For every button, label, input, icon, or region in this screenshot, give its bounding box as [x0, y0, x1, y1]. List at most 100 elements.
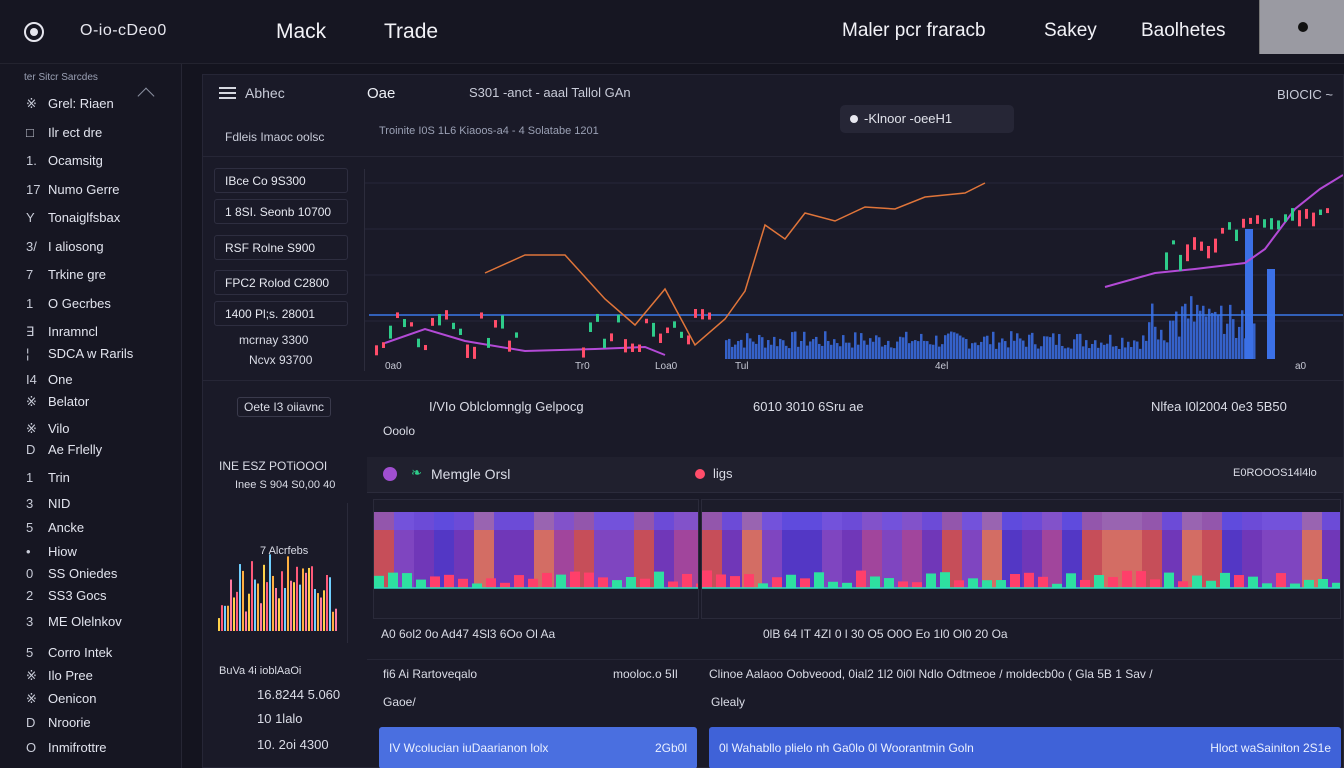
heat-cell	[534, 512, 554, 588]
heat-bar	[1178, 581, 1188, 588]
heat-cell	[882, 512, 902, 588]
heat-panel-left[interactable]	[373, 499, 714, 619]
sidebar-item[interactable]: 3 NID	[26, 496, 70, 511]
candle	[1298, 210, 1301, 227]
sidebar-item[interactable]: 1. Ocamsitg	[26, 153, 103, 168]
volume-bar	[764, 347, 767, 359]
sidebar-item[interactable]: 0 SS Oniedes	[26, 566, 117, 581]
sidebar-item[interactable]: D Ae Frlelly	[26, 442, 102, 457]
sidebar-item[interactable]: 7 Trkine gre	[26, 267, 106, 282]
sidebar-item[interactable]: ※ Grel: Riaen	[26, 96, 114, 112]
candle	[459, 328, 462, 335]
sidebar-item[interactable]: Y Tonaiglfsbax	[26, 210, 120, 225]
heat-bar	[1192, 575, 1202, 588]
sidebar-item[interactable]: O Inmifrottre	[26, 740, 107, 755]
volume-bar	[974, 342, 977, 359]
sidebar-item[interactable]: □ Ilr ect dre	[26, 125, 102, 140]
sidebar-item[interactable]: D Nroorie	[26, 715, 91, 730]
nav-baolhetes[interactable]: Baolhetes	[1141, 20, 1226, 41]
heat-cell	[1042, 512, 1062, 588]
candle	[638, 344, 641, 352]
nav-sakey[interactable]: Sakey	[1044, 20, 1097, 41]
stat-box[interactable]: 1 8SI. Seonb 10700	[214, 199, 348, 224]
stat-box[interactable]: RSF Rolne S900	[214, 235, 348, 260]
theme-toggle[interactable]	[1259, 0, 1344, 54]
volume-bar	[1010, 331, 1013, 359]
volume-bar	[902, 337, 905, 359]
sidebar-item[interactable]: • Hiow	[26, 544, 77, 559]
candle	[480, 312, 483, 319]
heat-bar	[654, 571, 664, 588]
sidebar-item[interactable]: ¦ SDCA w Rarils	[26, 346, 133, 361]
nav-market[interactable]: Maler pcr fraracb	[842, 20, 986, 41]
divider	[203, 380, 1344, 381]
logo-icon[interactable]	[24, 22, 44, 42]
heat-axis-left: A0 6ol2 0o Ad47 4Sl3 6Oo Ol Aa	[381, 627, 556, 641]
heat-cell	[1282, 512, 1302, 588]
sidebar-item[interactable]: 5 Ancke	[26, 520, 84, 535]
summary-left-tag[interactable]: Oete I3 oiiavnc	[237, 397, 332, 417]
sidebar-item-icon: D	[26, 715, 36, 730]
candle	[417, 338, 420, 348]
search-input[interactable]: -Klnoor -oeeH1	[840, 105, 1014, 133]
heat-cell	[902, 512, 922, 588]
candle	[666, 327, 669, 334]
mini-bar	[224, 605, 226, 631]
heat-axis-right: 0lB 64 IT 4ZI 0 l 30 O5 O0O Eo 1l0 Ol0 2…	[763, 627, 1008, 641]
sidebar-item[interactable]: 3 ME Olelnkov	[26, 614, 122, 629]
heat-cell	[474, 512, 494, 588]
stat-box[interactable]: 1400 Pl;s. 28001	[214, 301, 348, 326]
sidebar-item-label: Ocamsitg	[48, 153, 103, 168]
volume-bar	[1187, 318, 1190, 359]
mini-bar	[260, 603, 262, 631]
price-line: S301 -anct - aaal Tallol GAn	[469, 85, 631, 100]
volume-bar	[821, 345, 824, 359]
mini-bar	[293, 582, 295, 631]
volume-bar	[947, 333, 950, 359]
sidebar-item[interactable]: I4 One	[26, 372, 73, 387]
candle	[624, 339, 627, 353]
volume-bar	[797, 346, 800, 359]
nav-mack[interactable]: Mack	[276, 20, 327, 43]
volume-bar	[1181, 306, 1184, 359]
bottom-card-right[interactable]: 0l Wahabllo plielo nh Ga0lo 0l Woorantmi…	[709, 727, 1341, 768]
header-right-label[interactable]: BIOCIC ~	[1277, 87, 1333, 102]
candle	[1165, 252, 1168, 270]
chevron-icon[interactable]	[137, 87, 155, 105]
bottom-left-item: BuVa 4i ioblAaOi	[219, 665, 302, 677]
volume-bar	[812, 339, 815, 359]
menu-icon[interactable]	[219, 87, 236, 99]
sidebar-item[interactable]: ∃ Inramncl	[26, 324, 98, 340]
sidebar-item[interactable]: 1 Trin	[26, 470, 70, 485]
heat-cell	[574, 512, 594, 588]
sidebar-item[interactable]: 3/I aliosong	[26, 239, 104, 254]
price-chart[interactable]: 0a0 Tr0 Loa0 Tul 4el a0	[364, 169, 1344, 371]
sidebar-item[interactable]: ※ Belator	[26, 394, 89, 410]
card-value: Hloct waSainiton 2S1e	[1210, 741, 1331, 755]
mini-bar	[245, 611, 247, 631]
bottom-card-left[interactable]: IV Wcolucian iuDaarianon lolx 2Gb0l	[379, 727, 697, 768]
sidebar-item[interactable]: ※ Oenicon	[26, 691, 96, 707]
mini-bar	[311, 566, 313, 631]
stat-extra: Ncvx 93700	[249, 353, 313, 367]
sidebar-item[interactable]: 2 SS3 Gocs	[26, 588, 107, 603]
stat-box[interactable]: IBce Co 9S300	[214, 168, 348, 193]
sidebar-item[interactable]: 1 O Gecrbes	[26, 296, 111, 311]
heat-cell	[1222, 512, 1242, 588]
lower-tag[interactable]: ligs	[713, 466, 733, 481]
candle	[680, 331, 683, 338]
sidebar-item[interactable]: ※ Ilo Pree	[26, 668, 93, 684]
stat-box[interactable]: FPC2 Rolod C2800	[214, 270, 348, 295]
mini-bar	[326, 574, 328, 631]
nav-trade[interactable]: Trade	[384, 20, 439, 43]
heat-cell	[762, 512, 782, 588]
sidebar-item[interactable]: ※ Vilo	[26, 421, 69, 437]
tab-oae[interactable]: Oae	[367, 85, 396, 102]
heat-bar	[1276, 573, 1286, 588]
sidebar-item-icon: ※	[26, 394, 37, 409]
heat-panel-right[interactable]	[701, 499, 1342, 619]
volume-bar	[1037, 348, 1040, 359]
candle	[631, 343, 634, 352]
sidebar-item[interactable]: 5 Corro Intek	[26, 645, 112, 660]
sidebar-item[interactable]: 17 Numo Gerre	[26, 182, 120, 197]
